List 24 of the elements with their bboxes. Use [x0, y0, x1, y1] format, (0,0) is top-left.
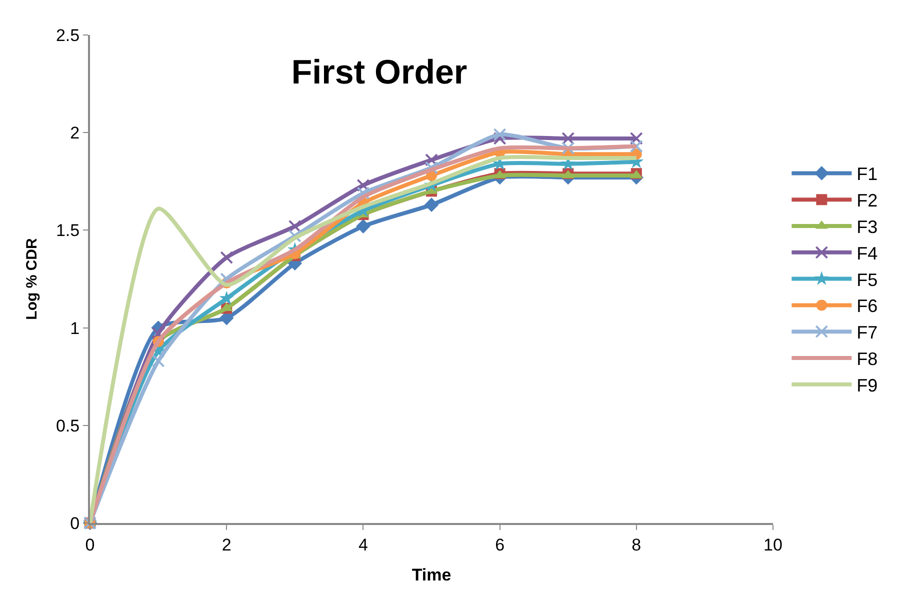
y-tick-label: 0: [70, 514, 80, 533]
x-tick-label: 10: [764, 535, 782, 554]
legend-label: F1: [856, 164, 878, 184]
x-axis-title: Time: [412, 565, 452, 584]
y-tick-label: 1.5: [56, 221, 80, 240]
legend-label: F5: [856, 270, 878, 290]
legend-label: F2: [856, 190, 878, 211]
y-axis-title: Log % CDR: [24, 238, 41, 320]
legend-label: F6: [856, 296, 878, 316]
x-tick-label: 0: [85, 535, 95, 554]
legend-label: F3: [856, 217, 878, 238]
legend-label: F9: [856, 375, 878, 396]
y-tick-label: 2: [70, 124, 80, 143]
text: First Order: [291, 54, 468, 92]
legend-label: F8: [856, 349, 878, 370]
y-tick-label: 0.5: [56, 416, 80, 436]
x-tick-label: 6: [495, 535, 505, 554]
y-tick-label: 1: [70, 318, 80, 338]
legend-label: F7: [856, 322, 878, 343]
legend-label: F4: [856, 243, 878, 264]
y-tick-label: 2.5: [56, 26, 80, 45]
x-tick-label: 4: [358, 535, 368, 554]
x-tick-label: 8: [632, 535, 642, 554]
x-tick-label: 2: [222, 535, 232, 554]
